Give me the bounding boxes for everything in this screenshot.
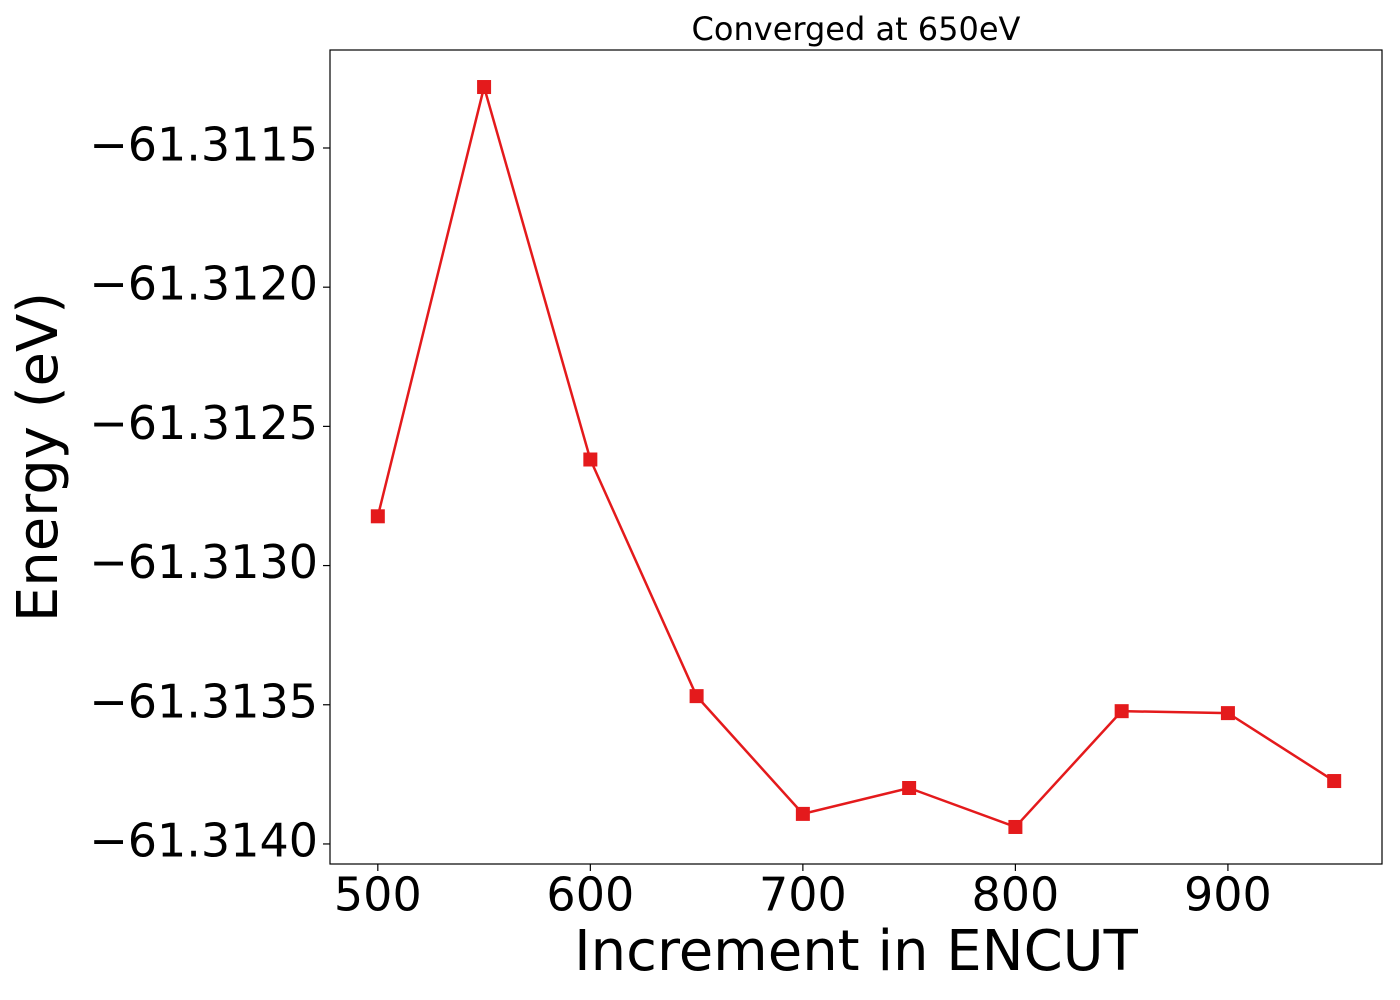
x-axis-label: Increment in ENCUT (574, 919, 1139, 984)
y-tick-label: −61.3140 (89, 813, 318, 867)
plot-frame (329, 49, 1383, 865)
marker (1114, 704, 1129, 719)
x-tick-label: 900 (1184, 868, 1272, 922)
y-tick-label: −61.3125 (89, 396, 318, 450)
marker (1220, 706, 1235, 721)
marker (795, 806, 810, 821)
marker (583, 452, 598, 467)
marker (370, 509, 385, 524)
x-tick-label: 600 (546, 868, 634, 922)
chart-title: Converged at 650eV (692, 10, 1021, 48)
y-tick-label: −61.3115 (89, 117, 318, 171)
series-line (376, 82, 1335, 829)
marker (477, 80, 492, 95)
x-tick-label: 800 (971, 868, 1059, 922)
marker (689, 689, 704, 704)
x-tick-label: 700 (759, 868, 847, 922)
y-tick-label: −61.3130 (89, 535, 318, 589)
x-tick-label: 500 (334, 868, 422, 922)
marker (902, 781, 917, 796)
y-tick-label: −61.3135 (89, 674, 318, 728)
y-axis-label: Energy (eV) (6, 292, 71, 622)
marker (1327, 774, 1342, 789)
y-tick-label: −61.3120 (89, 257, 318, 311)
marker (1008, 819, 1023, 834)
